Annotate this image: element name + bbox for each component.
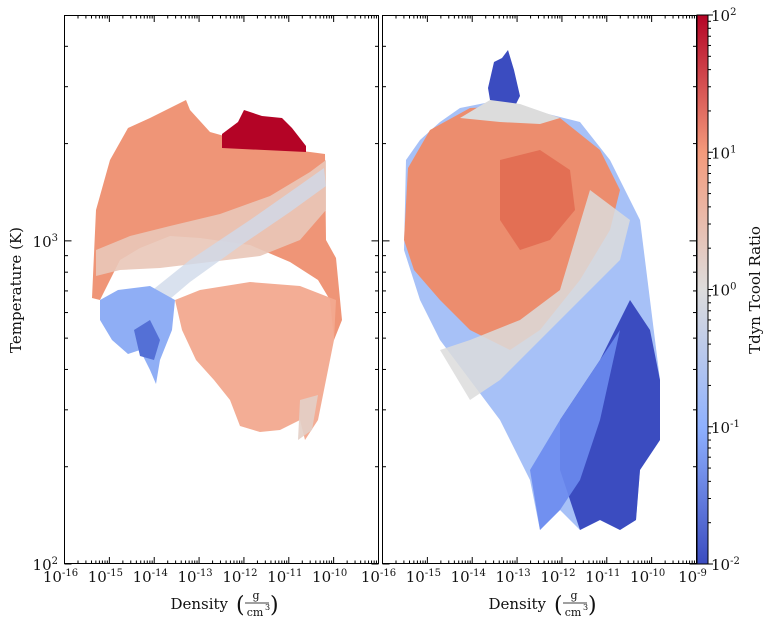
left-panel-frame	[64, 15, 379, 564]
left-x-axis: 10-16 10-15 10-14 10-13 10-12 10-11 10-10	[43, 15, 377, 586]
x-tick-label-left-4: 10-12	[222, 568, 257, 586]
x-tick-label-right-7: 10-9	[678, 568, 707, 586]
x-tick-label-right-3: 10-13	[495, 568, 530, 586]
y-tick-label-1: 103	[33, 233, 58, 251]
left-region-hot-cap	[222, 110, 306, 152]
svg-text:cm: cm	[565, 606, 582, 619]
right-x-axis: 10-16 10-15 10-14 10-13 10-12 10-11 10-10 10-9	[361, 15, 707, 586]
left-y-axis: 102 103	[33, 45, 697, 574]
colorbar-label: Tdyn Tcool Ratio	[746, 226, 764, 354]
x-tick-label-left-5: 10-11	[267, 568, 302, 586]
right-x-axis-label: Density ( g cm 3 )	[488, 589, 596, 619]
x-tick-label-right-2: 10-14	[451, 568, 486, 586]
left-region-diagonal-streak	[140, 168, 326, 316]
right-region-hot-center	[500, 150, 575, 250]
right-region-cold-dense-fringe	[530, 330, 620, 530]
colorbar-tick-label-1: 101	[711, 144, 736, 162]
svg-text:g: g	[570, 589, 577, 602]
svg-text:g: g	[252, 589, 259, 602]
svg-text:(: (	[236, 593, 245, 618]
svg-text:Density: Density	[170, 595, 228, 613]
x-tick-label-right-6: 10-10	[630, 568, 665, 586]
y-tick-label-0: 102	[33, 556, 58, 574]
x-tick-label-right-1: 10-15	[406, 568, 441, 586]
x-tick-label-left-1: 10-15	[88, 568, 123, 586]
svg-text:cm: cm	[247, 606, 264, 619]
left-region-dense-plume	[175, 282, 336, 440]
right-region-transition	[440, 190, 630, 400]
svg-text:): )	[588, 593, 597, 618]
left-region-cool-core	[134, 320, 160, 360]
x-tick-label-left-0: 10-16	[43, 568, 78, 586]
svg-text:3: 3	[265, 603, 270, 612]
right-region-spike-base	[460, 100, 560, 124]
x-tick-label-right-5: 10-11	[585, 568, 620, 586]
right-region-cold-spike	[488, 50, 520, 108]
svg-text:): )	[270, 593, 279, 618]
x-tick-label-left-3: 10-13	[177, 568, 212, 586]
colorbar-tick-label-4: 10-2	[711, 556, 740, 574]
colorbar-tick-label-3: 10-1	[711, 419, 740, 437]
x-tick-label-left-2: 10-14	[133, 568, 168, 586]
right-panel-frame	[382, 15, 697, 564]
left-region-light-band	[96, 160, 326, 276]
x-tick-label-left-6: 10-10	[312, 568, 347, 586]
colorbar-axis: 102 101 100 10-1 10-2	[708, 7, 740, 574]
x-tick-label-right-4: 10-12	[540, 568, 575, 586]
svg-text:3: 3	[583, 603, 588, 612]
x-tick-label-right-0: 10-16	[361, 568, 396, 586]
left-panel-heatmap	[92, 100, 342, 440]
colorbar-tick-label-2: 100	[711, 282, 736, 300]
svg-text:Density: Density	[488, 595, 546, 613]
right-region-cold-dense-wedge	[560, 300, 660, 530]
left-region-plume-edge	[298, 395, 318, 440]
svg-text:(: (	[554, 593, 563, 618]
left-x-axis-label: Density ( g cm 3 )	[170, 589, 278, 619]
right-panel-heatmap	[404, 50, 660, 530]
colorbar-gradient	[696, 14, 709, 565]
colorbar-tick-label-0: 102	[711, 7, 736, 25]
left-y-axis-label: Temperature (K)	[7, 227, 25, 353]
